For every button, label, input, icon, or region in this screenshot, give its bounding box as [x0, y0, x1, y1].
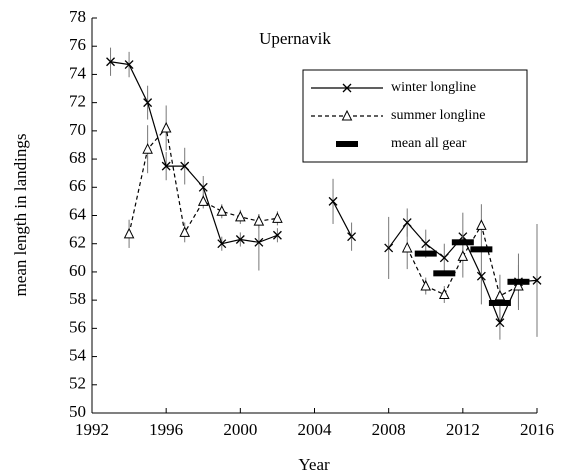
marker-x: [235, 235, 245, 244]
marker-x: [143, 98, 153, 108]
marker-triangle: [123, 227, 135, 239]
marker-bar: [414, 250, 437, 257]
marker-x: [124, 60, 134, 70]
marker-x: [180, 161, 190, 171]
y-tick-label: 52: [69, 374, 86, 393]
y-tick-label: 56: [69, 317, 86, 336]
marker-x: [439, 253, 449, 263]
marker-triangle: [341, 109, 353, 121]
marker-triangle: [179, 226, 191, 237]
marker-triangle: [476, 219, 487, 230]
y-tick-label: 70: [69, 120, 86, 139]
marker-x: [217, 239, 227, 249]
marker-x: [254, 237, 264, 247]
marker-triangle: [216, 205, 228, 216]
marker-x: [384, 243, 394, 253]
marker-x: [347, 232, 357, 242]
chart-title: Upernavik: [259, 29, 331, 48]
marker-bar: [433, 270, 456, 277]
marker-triangle: [160, 121, 172, 133]
legend: winter longline summer longline mean all g…: [302, 69, 528, 163]
x-tick-label: 1996: [149, 420, 183, 439]
legend-label: winter longline: [391, 80, 476, 95]
marker-x: [328, 196, 338, 206]
y-tick-label: 60: [69, 261, 86, 280]
y-tick-label: 72: [69, 92, 86, 111]
marker-x: [532, 275, 542, 285]
legend-label: summer longline: [391, 108, 486, 123]
y-tick-label: 58: [69, 289, 86, 308]
marker-triangle: [235, 210, 246, 222]
marker-bar: [470, 246, 493, 253]
x-tick-label: 2004: [298, 420, 333, 439]
y-tick-label: 74: [69, 63, 87, 82]
y-tick-label: 76: [69, 35, 86, 54]
marker-x: [161, 161, 171, 171]
marker-x: [106, 57, 116, 67]
marker-x: [198, 182, 208, 192]
marker-triangle: [513, 279, 524, 291]
marker-bar: [507, 278, 530, 285]
marker-triangle: [420, 279, 432, 291]
marker-bar: [488, 299, 511, 306]
y-tick-label: 64: [69, 204, 87, 223]
marker-triangle: [272, 212, 283, 223]
marker-triangle: [197, 195, 209, 206]
legend-label: mean all gear: [391, 136, 467, 151]
marker-triangle: [401, 241, 413, 253]
marker-x: [421, 239, 431, 249]
y-tick-label: 50: [69, 402, 86, 421]
x-tick-label: 2016: [520, 420, 554, 439]
x-tick-label: 2008: [372, 420, 406, 439]
marker-x: [402, 218, 412, 228]
marker-triangle: [457, 250, 469, 261]
y-tick-label: 62: [69, 233, 86, 252]
x-tick-label: 1992: [75, 420, 109, 439]
marker-triangle: [438, 288, 450, 299]
y-tick-label: 68: [69, 148, 86, 167]
x-axis-label: Year: [298, 455, 330, 474]
y-axis-label: mean length in landings: [11, 134, 30, 297]
y-tick-label: 66: [69, 176, 86, 195]
marker-x: [342, 83, 352, 93]
marker-x: [495, 318, 505, 328]
marker-bar: [336, 141, 358, 147]
x-tick-label: 2000: [223, 420, 257, 439]
marker-x: [476, 271, 486, 281]
x-tick-label: 2012: [446, 420, 480, 439]
marker-triangle: [142, 143, 153, 154]
marker-triangle: [253, 215, 265, 226]
y-tick-label: 54: [69, 345, 87, 364]
marker-bar: [451, 239, 474, 246]
marker-triangle: [494, 289, 506, 301]
marker-x: [272, 230, 282, 240]
y-tick-label: 78: [69, 7, 86, 26]
